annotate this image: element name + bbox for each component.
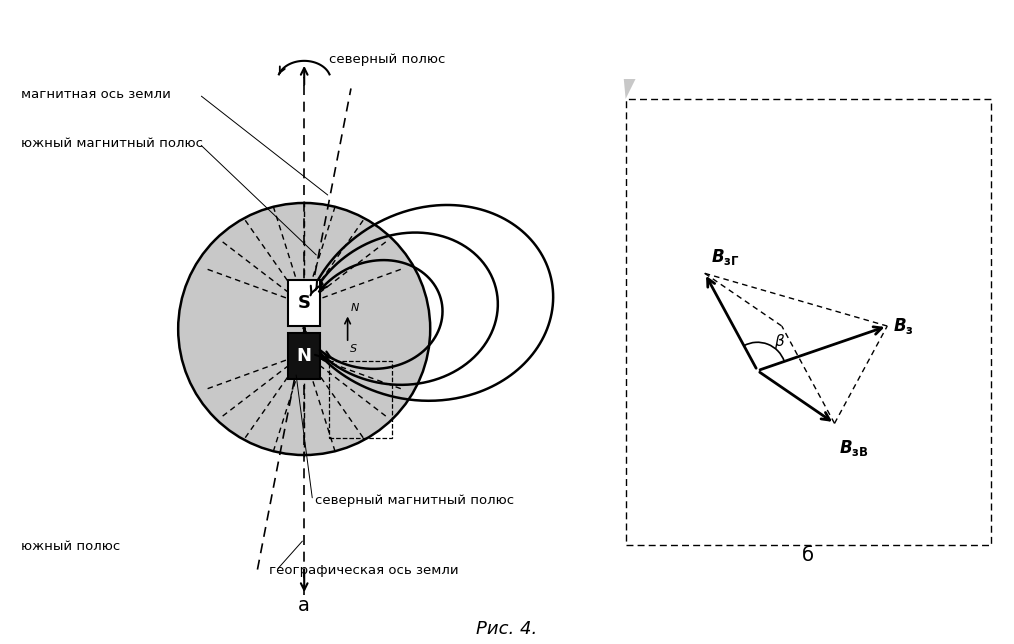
Text: N: N xyxy=(351,303,359,313)
Text: $\beta$: $\beta$ xyxy=(775,332,786,350)
Text: южный магнитный полюс: южный магнитный полюс xyxy=(20,137,203,150)
Text: S: S xyxy=(298,294,310,312)
Text: $\boldsymbol{B}$$\mathbf{_{з}}$: $\boldsymbol{B}$$\mathbf{_{з}}$ xyxy=(893,316,915,336)
Text: Рис. 4.: Рис. 4. xyxy=(477,620,537,638)
Text: северный полюс: северный полюс xyxy=(329,53,445,66)
Text: южный полюс: южный полюс xyxy=(20,540,120,553)
Text: N: N xyxy=(297,347,311,365)
Text: S: S xyxy=(351,344,358,354)
Text: а: а xyxy=(298,596,310,615)
FancyBboxPatch shape xyxy=(626,99,991,545)
Ellipse shape xyxy=(178,203,430,455)
FancyBboxPatch shape xyxy=(288,332,320,379)
Text: $\boldsymbol{B}$$\mathbf{_{зГ}}$: $\boldsymbol{B}$$\mathbf{_{зГ}}$ xyxy=(711,247,739,267)
Text: северный магнитный полюс: северный магнитный полюс xyxy=(314,494,514,507)
Text: б: б xyxy=(802,546,814,565)
Text: магнитная ось земли: магнитная ось земли xyxy=(20,88,170,101)
FancyBboxPatch shape xyxy=(288,280,320,325)
Polygon shape xyxy=(613,0,921,99)
Text: географическая ось земли: географическая ось земли xyxy=(269,564,458,577)
Text: $\boldsymbol{B}$$\mathbf{_{зВ}}$: $\boldsymbol{B}$$\mathbf{_{зВ}}$ xyxy=(839,437,868,458)
